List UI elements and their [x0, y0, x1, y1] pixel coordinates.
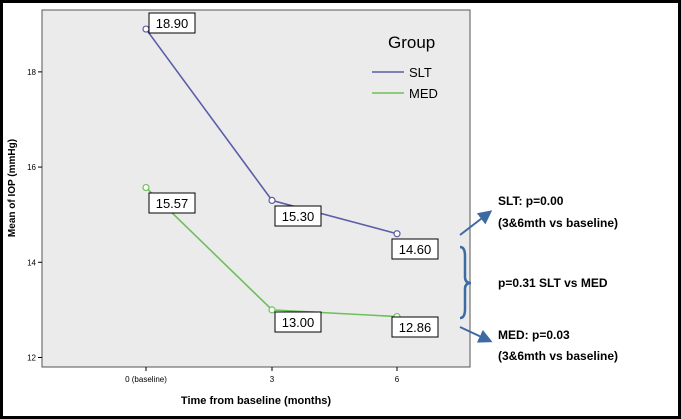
y-tick-label: 14 [27, 258, 36, 267]
annotation-compare: p=0.31 SLT vs MED [498, 276, 608, 290]
point-slt [268, 196, 276, 204]
data-label-box-med [274, 311, 322, 333]
legend-label-slt: SLT [409, 65, 432, 80]
x-tick-label: 0 (baseline) [125, 375, 167, 384]
annotation-slt-line1: SLT: p=0.00 [498, 194, 564, 208]
annotation-med-line1: MED: p=0.03 [498, 328, 570, 342]
med-arrow [459, 326, 493, 343]
y-tick-label: 16 [27, 163, 36, 172]
data-label-box-slt [274, 205, 322, 227]
y-axis: 12 14 16 18 [27, 68, 42, 362]
data-label-slt: 18.90 [156, 16, 189, 31]
series-layer: 18.90 15.30 14.60 15.57 13.00 12.86 [142, 12, 439, 338]
point-med [268, 306, 276, 314]
data-label-med: 12.86 [399, 320, 432, 335]
data-label-box-med [148, 192, 196, 214]
data-label-med: 13.00 [282, 315, 315, 330]
slt-arrow [459, 210, 493, 236]
legend-title: Group [388, 33, 435, 52]
y-tick-label: 18 [27, 68, 36, 77]
plot-area [41, 9, 471, 368]
data-label-med: 15.57 [156, 196, 189, 211]
annotation-slt-line2: (3&6mth vs baseline) [498, 216, 618, 230]
legend: Group SLT MED [372, 33, 438, 101]
y-axis-label: Mean of IOP (mmHg) [7, 139, 18, 237]
data-label-box-slt [148, 12, 196, 34]
x-axis: 0 (baseline) 3 6 [125, 367, 400, 384]
data-label-box-med [391, 316, 439, 338]
data-label-slt: 14.60 [399, 242, 432, 257]
point-med [142, 183, 150, 192]
bracket [459, 245, 472, 320]
annotation-med-line2: (3&6mth vs baseline) [498, 349, 618, 363]
x-axis-label: Time from baseline (months) [181, 395, 331, 407]
x-tick-label: 6 [395, 375, 400, 384]
y-tick-label: 12 [27, 353, 36, 362]
data-label-box-slt [391, 238, 439, 260]
legend-label-med: MED [409, 86, 438, 101]
point-slt [142, 25, 150, 33]
point-slt [393, 230, 401, 238]
x-tick-label: 3 [270, 375, 275, 384]
data-label-slt: 15.30 [282, 209, 315, 224]
annotations: SLT: p=0.00 (3&6mth vs baseline) p=0.31 … [459, 194, 618, 363]
